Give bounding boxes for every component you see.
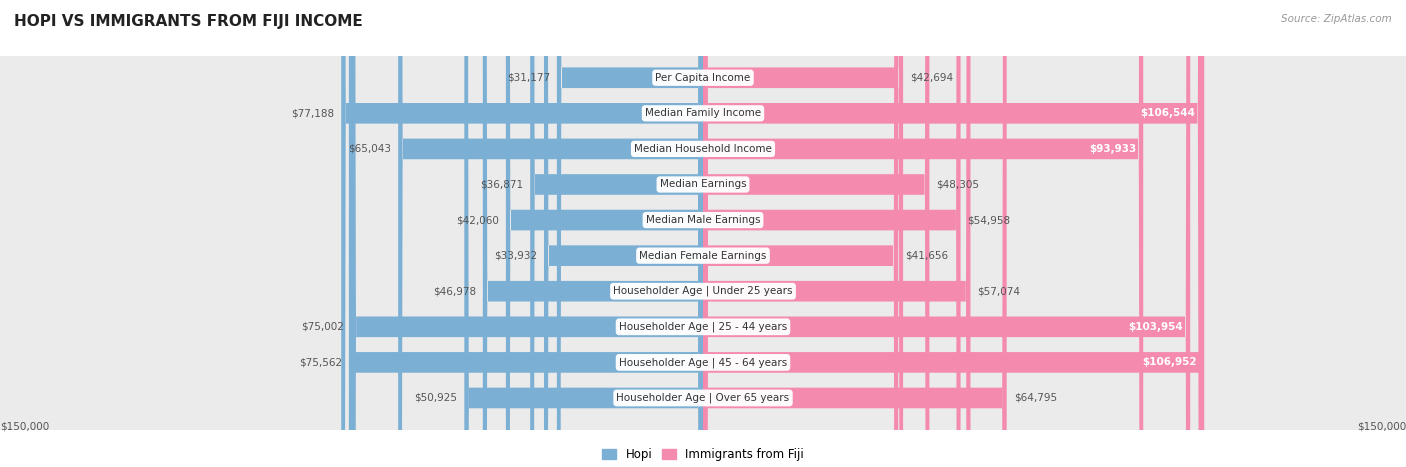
Text: $77,188: $77,188 — [291, 108, 335, 118]
Text: $150,000: $150,000 — [0, 422, 49, 432]
Text: $93,933: $93,933 — [1090, 144, 1136, 154]
Text: $103,954: $103,954 — [1129, 322, 1184, 332]
FancyBboxPatch shape — [703, 0, 970, 467]
FancyBboxPatch shape — [703, 0, 960, 467]
Text: $31,177: $31,177 — [506, 73, 550, 83]
Text: $36,871: $36,871 — [479, 179, 523, 190]
FancyBboxPatch shape — [342, 0, 703, 467]
Text: $42,060: $42,060 — [456, 215, 499, 225]
FancyBboxPatch shape — [703, 0, 898, 467]
Text: $75,002: $75,002 — [301, 322, 344, 332]
Text: $57,074: $57,074 — [977, 286, 1021, 296]
FancyBboxPatch shape — [482, 0, 703, 467]
FancyBboxPatch shape — [703, 0, 1205, 467]
Text: Median Household Income: Median Household Income — [634, 144, 772, 154]
Text: Householder Age | 45 - 64 years: Householder Age | 45 - 64 years — [619, 357, 787, 368]
Text: Median Female Earnings: Median Female Earnings — [640, 251, 766, 261]
FancyBboxPatch shape — [557, 0, 703, 467]
Text: $46,978: $46,978 — [433, 286, 475, 296]
Text: $33,932: $33,932 — [494, 251, 537, 261]
FancyBboxPatch shape — [544, 0, 703, 467]
Text: $150,000: $150,000 — [1357, 422, 1406, 432]
FancyBboxPatch shape — [506, 0, 703, 467]
Text: $106,952: $106,952 — [1143, 357, 1198, 368]
FancyBboxPatch shape — [398, 0, 703, 467]
Text: Per Capita Income: Per Capita Income — [655, 73, 751, 83]
FancyBboxPatch shape — [703, 0, 903, 467]
FancyBboxPatch shape — [703, 0, 1191, 467]
Text: Source: ZipAtlas.com: Source: ZipAtlas.com — [1281, 14, 1392, 24]
Text: $65,043: $65,043 — [349, 144, 391, 154]
Text: Median Family Income: Median Family Income — [645, 108, 761, 118]
Text: $41,656: $41,656 — [905, 251, 949, 261]
Text: $106,544: $106,544 — [1140, 108, 1195, 118]
Text: $54,958: $54,958 — [967, 215, 1011, 225]
FancyBboxPatch shape — [703, 0, 1007, 467]
Text: Householder Age | Under 25 years: Householder Age | Under 25 years — [613, 286, 793, 297]
Text: $75,562: $75,562 — [298, 357, 342, 368]
Text: Householder Age | 25 - 44 years: Householder Age | 25 - 44 years — [619, 322, 787, 332]
Text: HOPI VS IMMIGRANTS FROM FIJI INCOME: HOPI VS IMMIGRANTS FROM FIJI INCOME — [14, 14, 363, 29]
FancyBboxPatch shape — [352, 0, 703, 467]
Text: Median Earnings: Median Earnings — [659, 179, 747, 190]
Text: Median Male Earnings: Median Male Earnings — [645, 215, 761, 225]
Text: $42,694: $42,694 — [910, 73, 953, 83]
FancyBboxPatch shape — [703, 0, 1202, 467]
FancyBboxPatch shape — [703, 0, 1143, 467]
FancyBboxPatch shape — [530, 0, 703, 467]
Text: Householder Age | Over 65 years: Householder Age | Over 65 years — [616, 393, 790, 403]
FancyBboxPatch shape — [349, 0, 703, 467]
FancyBboxPatch shape — [703, 0, 929, 467]
Text: $48,305: $48,305 — [936, 179, 980, 190]
FancyBboxPatch shape — [464, 0, 703, 467]
Text: $64,795: $64,795 — [1014, 393, 1057, 403]
Legend: Hopi, Immigrants from Fiji: Hopi, Immigrants from Fiji — [602, 448, 804, 461]
Text: $50,925: $50,925 — [415, 393, 457, 403]
